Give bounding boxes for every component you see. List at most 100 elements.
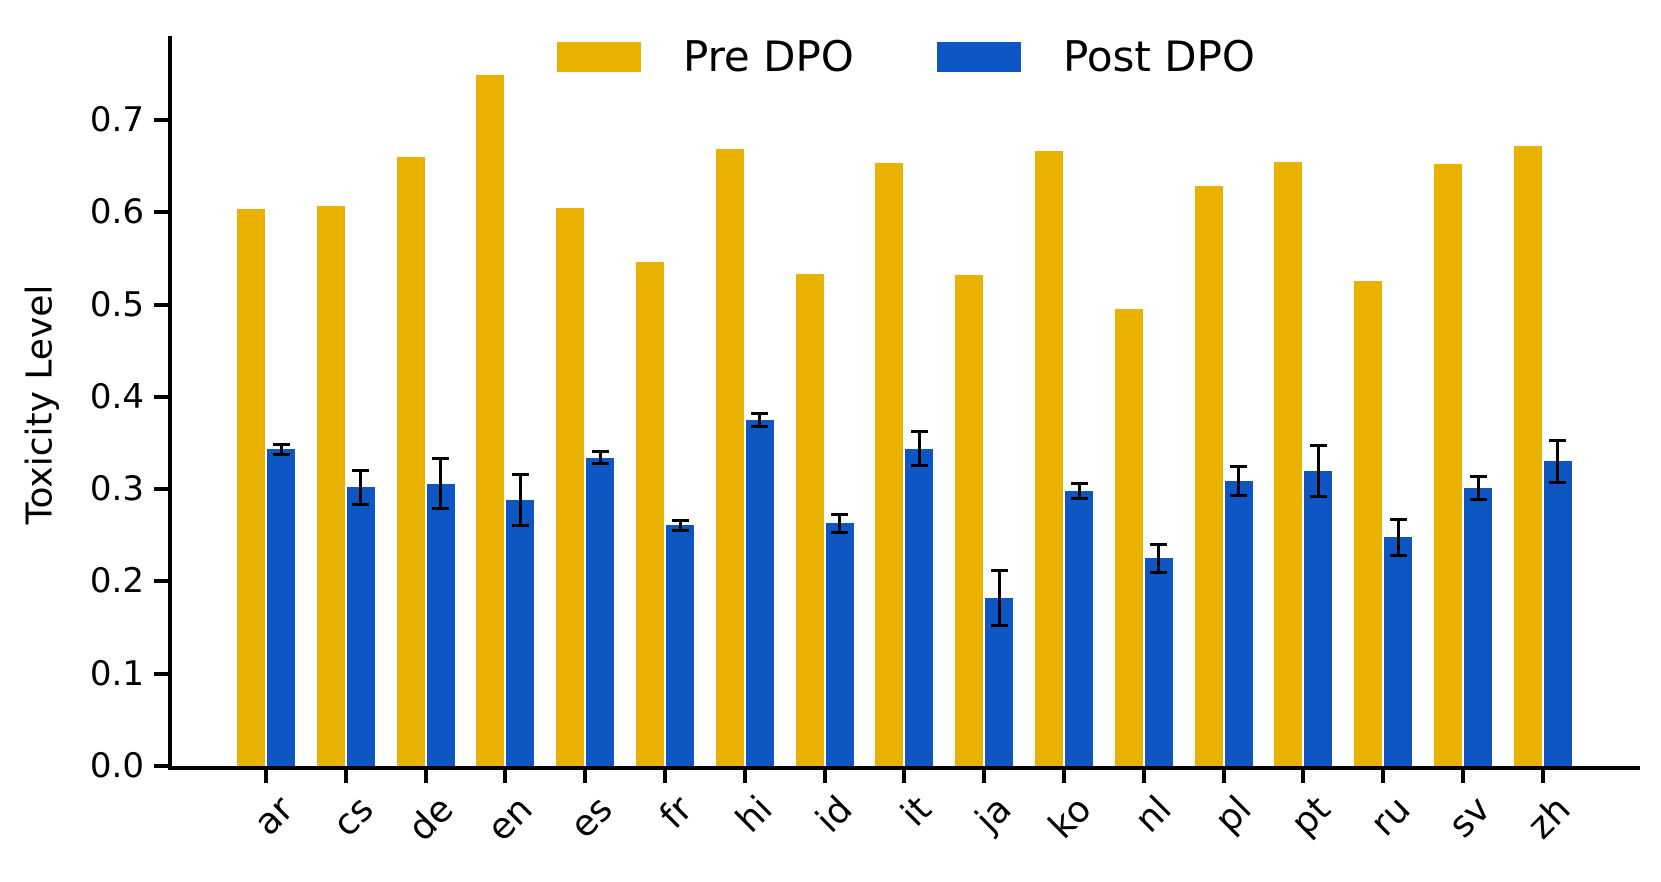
bar-pre-dpo-it <box>875 163 904 766</box>
bar-pre-dpo-fr <box>636 262 664 766</box>
bar-pre-dpo-nl <box>1114 309 1143 766</box>
error-bar-cap-bottom-de <box>432 507 450 511</box>
error-bar-cap-bottom-es <box>591 462 609 466</box>
bar-pre-dpo-id <box>795 274 824 766</box>
y-tick-label-0.7: 0.7 <box>89 100 144 141</box>
y-axis-spine <box>168 36 172 770</box>
error-bar-fr <box>678 519 682 531</box>
bar-post-dpo-nl <box>1144 558 1173 766</box>
error-bar-pl <box>1237 466 1241 496</box>
x-tick-label-ko: ko <box>1041 788 1100 847</box>
x-tick-label-it: it <box>893 788 940 835</box>
legend-item-post-dpo: Post DPO <box>937 35 1255 77</box>
error-bar-cap-bottom-sv <box>1469 498 1487 502</box>
x-tick-label-zh: zh <box>1519 788 1579 848</box>
error-bar-cap-top-nl <box>1150 542 1168 546</box>
legend-swatch-post-dpo <box>937 41 1021 72</box>
x-tick-label-pl: pl <box>1206 788 1260 841</box>
bar-post-dpo-es <box>586 457 615 766</box>
x-tick-mark-hi <box>742 770 747 783</box>
bar-post-dpo-hi <box>745 419 774 766</box>
x-tick-label-sv: sv <box>1441 788 1499 846</box>
x-tick-label-cs: cs <box>325 788 382 845</box>
error-bar-cap-top-pl <box>1230 465 1248 469</box>
y-tick-label-0.0: 0.0 <box>89 746 144 786</box>
error-bar-pt <box>1316 444 1320 497</box>
bar-pre-dpo-de <box>396 156 425 766</box>
y-tick-mark-0.4 <box>154 394 169 399</box>
y-axis-label: Toxicity Level <box>19 284 61 525</box>
error-bar-cap-bottom-en <box>511 524 529 528</box>
x-tick-mark-pt <box>1301 770 1306 783</box>
error-bar-es <box>598 451 602 465</box>
error-bar-cap-top-pt <box>1309 443 1327 447</box>
bar-post-dpo-ko <box>1065 491 1093 766</box>
bar-pre-dpo-ko <box>1035 151 1063 766</box>
bar-post-dpo-ru <box>1384 537 1413 766</box>
error-bar-cap-top-ru <box>1389 517 1407 521</box>
error-bar-cap-top-de <box>432 456 450 460</box>
bar-post-dpo-pl <box>1224 480 1253 766</box>
bar-pre-dpo-hi <box>715 148 744 766</box>
error-bar-cap-top-sv <box>1469 475 1487 479</box>
x-tick-mark-pl <box>1221 770 1226 783</box>
error-bar-cap-bottom-cs <box>352 502 370 506</box>
error-bar-nl <box>1157 543 1161 574</box>
error-bar-cap-bottom-ja <box>990 623 1008 627</box>
x-tick-label-es: es <box>562 788 621 847</box>
y-tick-mark-0.7 <box>154 118 169 123</box>
error-bar-cap-top-cs <box>352 468 370 472</box>
error-bar-cap-top-en <box>511 473 529 477</box>
error-bar-de <box>439 457 443 510</box>
error-bar-it <box>917 431 921 467</box>
bar-post-dpo-fr <box>666 525 694 766</box>
y-tick-label-0.1: 0.1 <box>89 653 144 694</box>
error-bar-ar <box>279 443 283 455</box>
x-tick-mark-ko <box>1062 770 1066 783</box>
x-tick-label-ar: ar <box>246 788 302 844</box>
error-bar-cap-bottom-ko <box>1070 497 1088 501</box>
x-tick-label-ru: ru <box>1363 788 1419 845</box>
bar-post-dpo-de <box>426 483 455 766</box>
bar-pre-dpo-cs <box>316 205 345 766</box>
error-bar-cap-top-hi <box>751 411 769 415</box>
x-tick-label-nl: nl <box>1127 788 1180 841</box>
y-tick-mark-0.1 <box>154 671 169 676</box>
x-tick-label-ja: ja <box>968 788 1020 841</box>
error-bar-cap-bottom-it <box>910 464 928 468</box>
x-tick-mark-it <box>902 770 907 783</box>
error-bar-cap-bottom-ru <box>1389 553 1407 557</box>
legend-swatch-pre-dpo <box>557 41 641 72</box>
bar-post-dpo-en <box>506 500 535 766</box>
x-tick-mark-zh <box>1540 770 1545 783</box>
error-bar-cap-top-ja <box>990 569 1008 573</box>
y-tick-mark-0.0 <box>154 764 169 768</box>
error-bar-cs <box>359 469 363 505</box>
x-tick-label-id: id <box>807 788 861 841</box>
error-bar-cap-bottom-fr <box>671 528 689 532</box>
bar-pre-dpo-ru <box>1354 280 1383 766</box>
bar-post-dpo-pt <box>1304 470 1333 766</box>
y-tick-mark-0.6 <box>154 210 169 215</box>
error-bar-zh <box>1556 440 1560 483</box>
x-tick-mark-es <box>583 770 588 783</box>
x-tick-mark-fr <box>663 770 667 783</box>
error-bar-cap-top-id <box>831 513 849 517</box>
x-tick-mark-nl <box>1141 770 1146 783</box>
bar-post-dpo-zh <box>1543 461 1572 766</box>
x-tick-mark-ru <box>1381 770 1386 783</box>
bar-pre-dpo-pl <box>1194 186 1223 766</box>
error-bar-cap-bottom-id <box>831 530 849 534</box>
y-tick-mark-0.5 <box>154 302 169 307</box>
x-tick-label-de: de <box>400 788 462 850</box>
error-bar-cap-top-ko <box>1070 481 1088 485</box>
x-tick-mark-en <box>503 770 508 783</box>
x-tick-mark-sv <box>1461 770 1465 783</box>
bar-post-dpo-sv <box>1464 488 1492 766</box>
x-tick-mark-id <box>822 770 827 783</box>
bar-pre-dpo-pt <box>1274 161 1303 766</box>
bar-post-dpo-ar <box>267 449 295 766</box>
x-tick-mark-ar <box>264 770 268 783</box>
error-bar-cap-bottom-hi <box>751 425 769 429</box>
y-tick-label-0.5: 0.5 <box>89 284 144 325</box>
